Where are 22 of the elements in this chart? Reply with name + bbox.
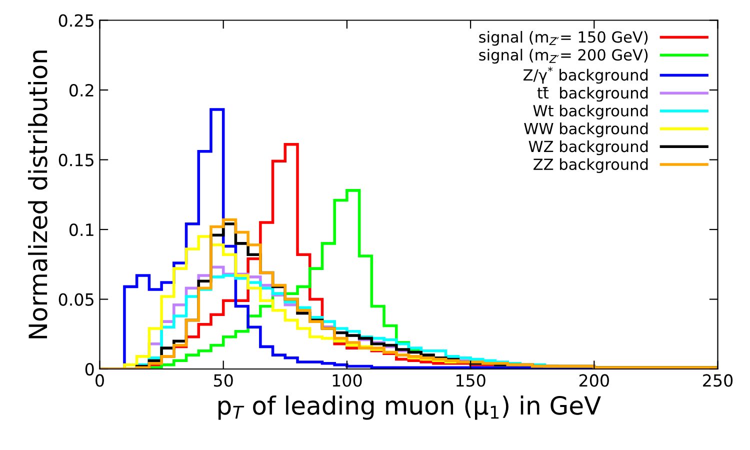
x-tick-label: 0 [96, 374, 104, 387]
legend-label: Z/γ$^{*}$ background [523, 66, 648, 84]
legend-label: signal (m$_{Z′}$= 150 GeV) [479, 30, 648, 46]
y-tick-label: 0 [85, 362, 94, 376]
x-tick-label: 250 [703, 374, 733, 387]
x-axis-title: p$_{T}$ of leading muon (μ$_{1}$) in GeV [218, 396, 601, 420]
legend-label: tt̄ background [537, 86, 648, 102]
legend-label: WZ background [528, 140, 648, 156]
x-tick-label: 100 [332, 374, 362, 387]
y-axis-title: Normalized distribution [28, 50, 48, 338]
legend-label: ZZ background [534, 158, 648, 174]
legend-label: WW background [524, 122, 648, 138]
y-tick-label: 0.2 [69, 84, 94, 97]
legend-label: signal (m$_{Z′}$= 200 GeV) [479, 48, 648, 64]
y-tick-label: 0.15 [58, 154, 94, 166]
x-tick-label: 200 [579, 374, 609, 387]
y-tick-label: 0.25 [58, 14, 94, 27]
x-tick-label: 150 [456, 374, 486, 387]
y-tick-label: 0.1 [69, 223, 94, 236]
legend-label: Wt background [533, 104, 648, 120]
x-tick-label: 50 [214, 374, 233, 387]
y-tick-label: 0.05 [58, 293, 94, 306]
